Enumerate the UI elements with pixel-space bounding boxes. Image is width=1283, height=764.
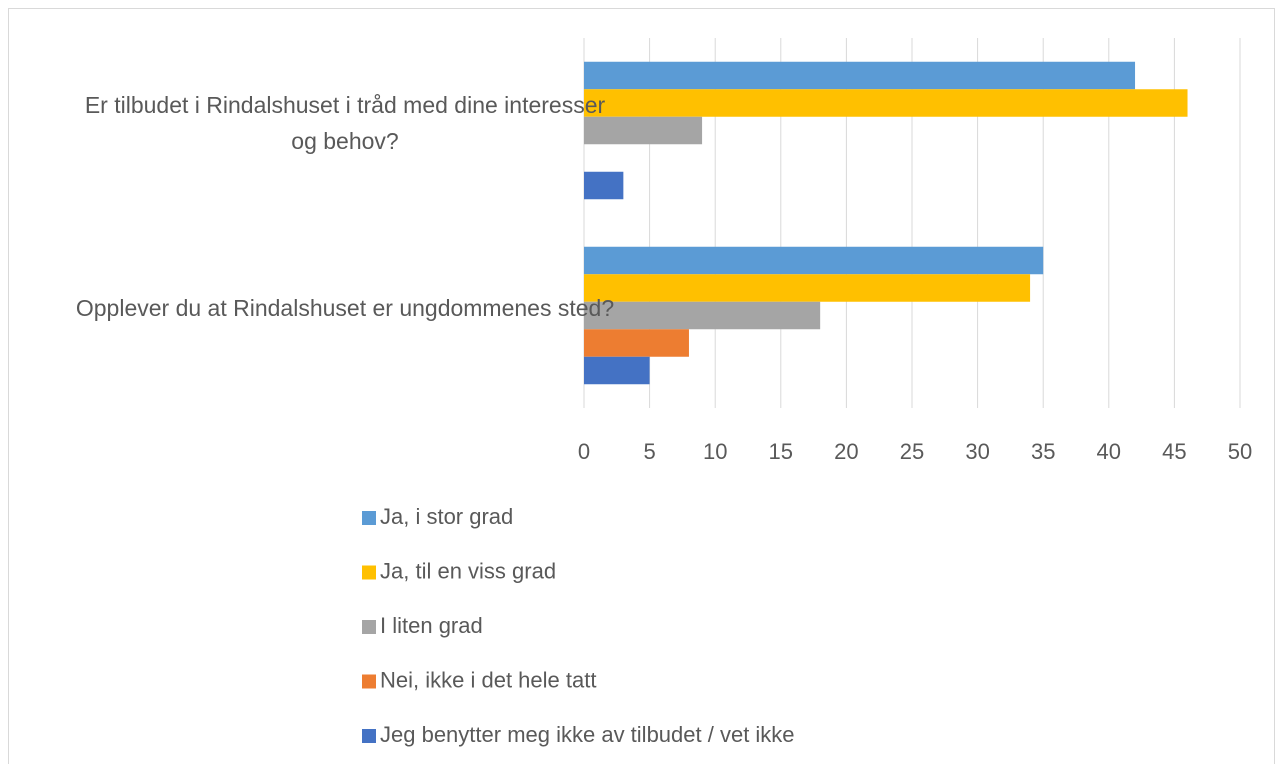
x-tick-label: 40 (1097, 439, 1121, 464)
bar (584, 274, 1031, 302)
x-tick-label: 0 (578, 439, 590, 464)
legend-swatch (362, 674, 376, 689)
legend-swatch (362, 729, 376, 743)
x-tick-label: 30 (965, 439, 989, 464)
x-tick-label: 5 (643, 439, 655, 464)
category-label: Opplever du at Rindalshuset er ungdommen… (75, 294, 615, 321)
bar (584, 301, 821, 330)
legend-label: Ja, i stor grad (380, 504, 513, 529)
chart-border (8, 8, 1275, 764)
x-tick-label: 35 (1031, 439, 1055, 464)
bar (584, 61, 1136, 90)
legend-swatch (362, 620, 376, 634)
bar (584, 246, 1044, 275)
x-tick-label: 10 (703, 439, 727, 464)
bar (584, 116, 703, 145)
legend-swatch (362, 511, 376, 525)
legend-swatch (362, 565, 376, 580)
legend-label: Jeg benytter meg ikke av tilbudet / vet … (380, 722, 795, 747)
legend-label: Ja, til en viss grad (380, 558, 556, 583)
legend-label: I liten grad (380, 613, 483, 638)
category-label: Er tilbudet i Rindalshuset i tråd med di… (84, 91, 606, 154)
bar (584, 89, 1188, 117)
x-tick-label: 15 (769, 439, 793, 464)
x-tick-label: 50 (1228, 439, 1252, 464)
bar (584, 329, 689, 357)
bar (584, 171, 624, 200)
x-tick-label: 25 (900, 439, 924, 464)
x-tick-label: 20 (834, 439, 858, 464)
x-tick-label: 45 (1162, 439, 1186, 464)
legend-label: Nei, ikke i det hele tatt (380, 667, 596, 692)
bar (584, 356, 650, 385)
